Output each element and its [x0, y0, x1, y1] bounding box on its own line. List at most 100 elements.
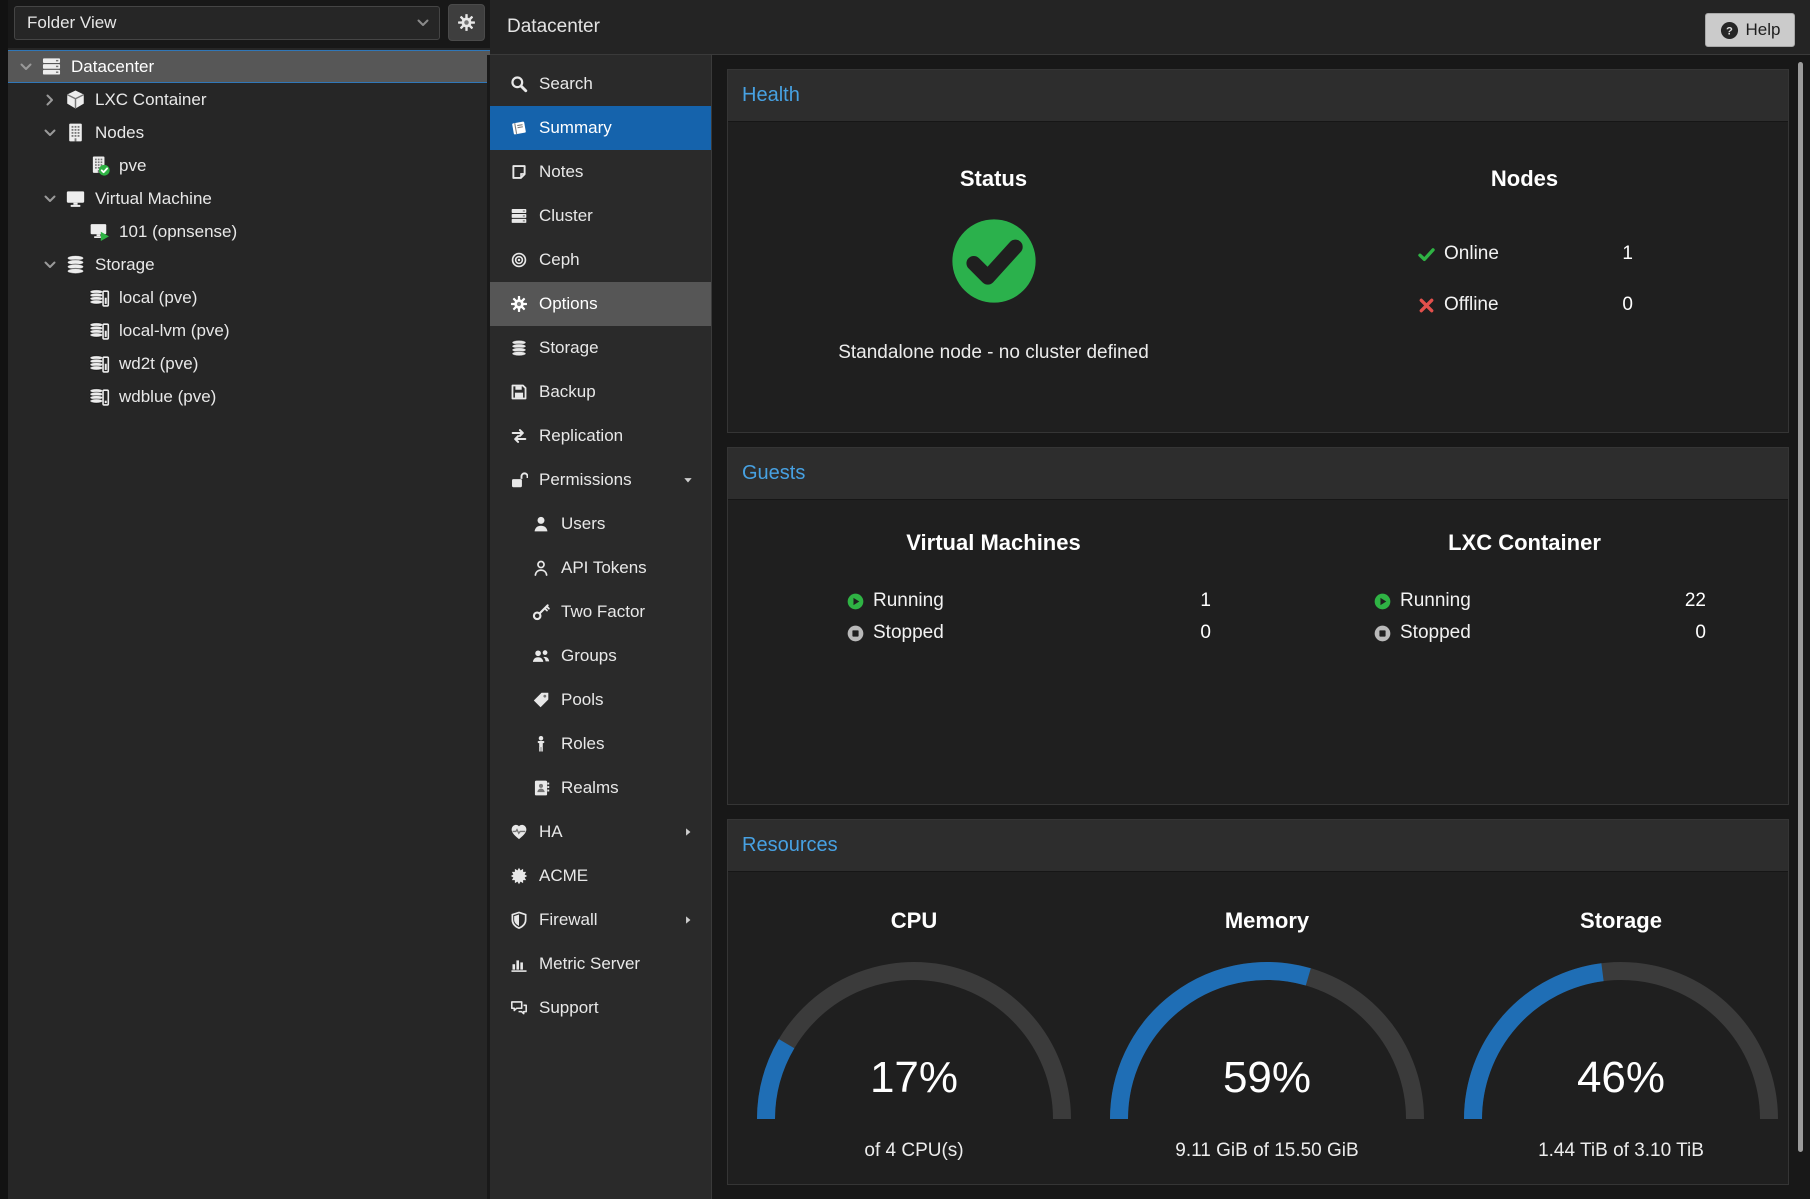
menu-item-firewall[interactable]: Firewall: [490, 898, 711, 942]
menu-item-label: Backup: [539, 382, 596, 401]
nodes-title: Nodes: [1490, 166, 1559, 191]
menu-item-label: Summary: [539, 118, 612, 137]
play-circle-icon: [846, 592, 865, 611]
stop-circle-icon: [846, 624, 865, 643]
main-scrollbar-thumb[interactable]: [1798, 62, 1803, 1152]
collapse-caret-icon[interactable]: [42, 191, 58, 207]
cross-icon: [1417, 296, 1436, 315]
menu-item-label: Cluster: [539, 206, 593, 225]
gauge-percent: 17%: [869, 1053, 959, 1102]
gauge-detail: 1.44 TiB of 3.10 TiB: [1538, 1140, 1704, 1161]
unlock-icon: [510, 471, 528, 489]
menu-item-notes[interactable]: Notes: [490, 150, 711, 194]
tree-item-virtual-machine[interactable]: Virtual Machine: [8, 182, 490, 215]
view-mode-dropdown[interactable]: Folder View: [14, 6, 440, 40]
menu-item-label: Search: [539, 74, 593, 93]
expand-caret-icon[interactable]: [42, 92, 58, 108]
gauge-detail: 9.11 GiB of 15.50 GiB: [1175, 1140, 1359, 1161]
db-mid-icon: [89, 320, 110, 341]
expander-spacer: [66, 323, 82, 339]
menu-item-cluster[interactable]: Cluster: [490, 194, 711, 238]
collapse-caret-icon[interactable]: [42, 125, 58, 141]
db-icon: [510, 339, 528, 357]
menu-item-realms[interactable]: Realms: [490, 766, 711, 810]
guest-row-lxc-container-stopped: Stopped 0: [1373, 617, 1706, 649]
node-status-value: 1: [1622, 243, 1633, 264]
menu-item-replication[interactable]: Replication: [490, 414, 711, 458]
menu-item-pools[interactable]: Pools: [490, 678, 711, 722]
chevron-down-icon: [415, 15, 431, 31]
tree-item-storage[interactable]: Storage: [8, 248, 490, 281]
db-low-icon: [89, 386, 110, 407]
gauge-storage: Storage 46% 1.44 TiB of 3.10 TiB: [1456, 872, 1786, 1184]
menu-item-ha[interactable]: HA: [490, 810, 711, 854]
health-panel: Health Status Standalone node - no clust…: [727, 69, 1789, 433]
tree-item-label: 101 (opnsense): [119, 222, 238, 241]
menu-item-label: API Tokens: [561, 558, 647, 577]
menu-item-backup[interactable]: Backup: [490, 370, 711, 414]
tree-item-local-lvm-pve[interactable]: local-lvm (pve): [8, 314, 490, 347]
menu-item-storage[interactable]: Storage: [490, 326, 711, 370]
menu-item-options[interactable]: Options: [490, 282, 711, 326]
menu-item-label: ACME: [539, 866, 589, 885]
gauge-percent: 46%: [1576, 1053, 1666, 1102]
menu-item-metric-server[interactable]: Metric Server: [490, 942, 711, 986]
guests-panel-title: Guests: [742, 462, 806, 484]
tree-item-local-pve[interactable]: local (pve): [8, 281, 490, 314]
menu-item-acme[interactable]: ACME: [490, 854, 711, 898]
tree-item-nodes[interactable]: Nodes: [8, 116, 490, 149]
question-circle-icon: ?: [1720, 21, 1739, 40]
expander-spacer: [66, 389, 82, 405]
tree-item-label: LXC Container: [95, 90, 207, 109]
health-panel-header: Health: [728, 70, 1788, 122]
collapse-caret-icon[interactable]: [42, 257, 58, 273]
menu-item-search[interactable]: Search: [490, 62, 711, 106]
tree-item-pve[interactable]: pve: [8, 149, 490, 182]
menu-item-roles[interactable]: Roles: [490, 722, 711, 766]
user-icon: [532, 515, 550, 533]
menu-item-label: Storage: [539, 338, 599, 357]
cube-icon: [65, 89, 86, 110]
cluster-status-column: Status Standalone node - no cluster defi…: [728, 122, 1259, 432]
health-panel-title: Health: [742, 84, 800, 106]
tree-item-wd2t-pve[interactable]: wd2t (pve): [8, 347, 490, 380]
tree-settings-gear-button[interactable]: [448, 4, 485, 41]
node-status-row-online: Online 1: [1417, 238, 1633, 270]
search-icon: [510, 75, 528, 93]
menu-item-support[interactable]: Support: [490, 986, 711, 1030]
menu-item-api-tokens[interactable]: API Tokens: [490, 546, 711, 590]
rack-icon: [41, 56, 62, 77]
menu-item-label: Pools: [561, 690, 604, 709]
tree-item-label: Storage: [95, 255, 155, 274]
menu-item-label: Two Factor: [561, 602, 646, 621]
menu-item-groups[interactable]: Groups: [490, 634, 711, 678]
male-icon: [532, 735, 550, 753]
tree-item-label: local (pve): [119, 288, 198, 307]
help-button[interactable]: ? Help: [1705, 13, 1795, 47]
menu-item-permissions[interactable]: Permissions: [490, 458, 711, 502]
expander-spacer: [66, 290, 82, 306]
menu-item-ceph[interactable]: Ceph: [490, 238, 711, 282]
gauge-cpu: CPU 17% of 4 CPU(s): [749, 872, 1079, 1184]
left-edge-rail: [0, 0, 8, 1199]
menu-item-label: Permissions: [539, 470, 632, 489]
monitor-icon: [65, 188, 86, 209]
node-status-label: Online: [1444, 243, 1499, 264]
menu-item-summary[interactable]: Summary: [490, 106, 711, 150]
tree-item-lxc-container[interactable]: LXC Container: [8, 83, 490, 116]
guest-state-label: Running: [873, 590, 944, 611]
tree-item-wdblue-pve[interactable]: wdblue (pve): [8, 380, 490, 413]
guests-column-title: LXC Container: [1448, 530, 1601, 555]
tree-item-101-opnsense[interactable]: 101 (opnsense): [8, 215, 490, 248]
guest-state-label: Stopped: [873, 622, 944, 643]
tree-item-label: wdblue (pve): [119, 387, 217, 406]
collapse-caret-icon[interactable]: [18, 59, 34, 75]
menu-item-users[interactable]: Users: [490, 502, 711, 546]
resources-panel-body: CPU 17% of 4 CPU(s) Memory 59% 9.11 GiB of 15…: [728, 872, 1788, 1184]
tree-item-datacenter[interactable]: Datacenter: [8, 50, 490, 83]
menu-item-two-factor[interactable]: Two Factor: [490, 590, 711, 634]
check-icon: [1417, 245, 1436, 264]
tree-item-label: Nodes: [95, 123, 145, 142]
page-title: Datacenter: [507, 16, 600, 37]
view-mode-label: Folder View: [27, 13, 117, 32]
